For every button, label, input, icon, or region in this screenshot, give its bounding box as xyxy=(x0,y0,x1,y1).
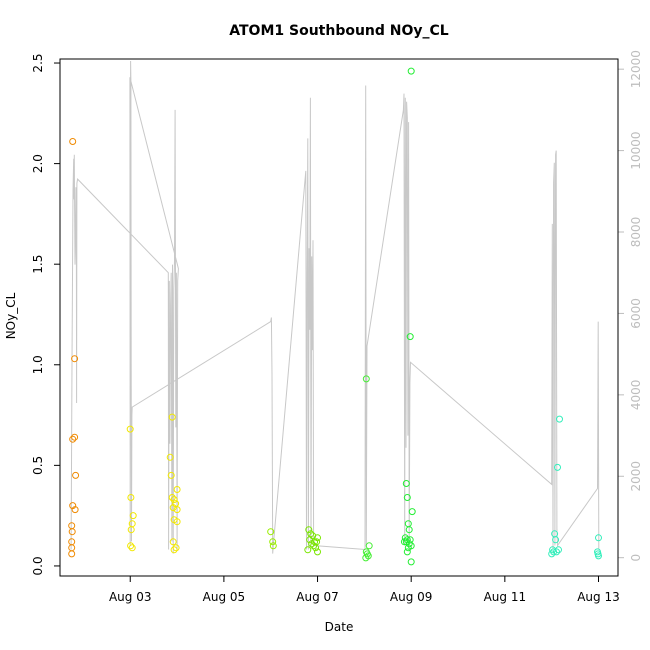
altitude-line xyxy=(70,60,600,554)
data-point xyxy=(168,413,176,421)
plot-frame xyxy=(59,58,619,577)
data-point xyxy=(362,554,370,562)
data-point xyxy=(71,355,79,363)
x-tick-label: Aug 09 xyxy=(390,590,433,604)
y2-tick-label: 2000 xyxy=(629,461,643,492)
data-point xyxy=(310,542,318,550)
data-point xyxy=(170,546,178,554)
data-point xyxy=(269,542,277,550)
data-point xyxy=(128,544,136,552)
data-point xyxy=(552,536,560,544)
data-point xyxy=(173,518,181,526)
y2-tick-label: 4000 xyxy=(629,380,643,411)
data-point xyxy=(269,538,277,546)
data-point xyxy=(555,546,562,554)
data-point xyxy=(72,471,80,479)
y2-tick-label: 6000 xyxy=(629,298,643,329)
data-point xyxy=(267,528,275,536)
data-point xyxy=(314,548,321,556)
data-point xyxy=(406,333,414,341)
data-point xyxy=(168,494,176,501)
data-point xyxy=(407,558,415,566)
data-point xyxy=(304,546,312,554)
data-point xyxy=(129,512,137,520)
data-point xyxy=(308,540,316,548)
data-point xyxy=(71,433,79,441)
x-tick-label: Aug 13 xyxy=(577,590,620,604)
data-point xyxy=(167,471,175,479)
data-point xyxy=(68,550,76,558)
y2-tick-label: 8000 xyxy=(629,217,643,248)
y-tick-label: 1.0 xyxy=(31,355,45,374)
data-point xyxy=(556,415,563,423)
y-tick-label: 2.5 xyxy=(31,53,45,72)
data-point xyxy=(402,480,410,487)
data-point xyxy=(407,67,415,75)
y-tick-label: 0.0 xyxy=(31,556,45,575)
data-point xyxy=(595,552,602,560)
data-point xyxy=(71,506,79,514)
axes: Aug 03 Aug 05 Aug 07 Aug 09 Aug 11 Aug 13 0.0 0… xyxy=(31,50,643,604)
data-point xyxy=(404,520,412,528)
data-point xyxy=(170,496,178,504)
y2-tick-label: 12000 xyxy=(629,50,643,88)
data-point xyxy=(403,494,411,501)
altitude-series xyxy=(70,60,600,554)
data-point xyxy=(172,544,180,552)
chart-title: ATOM1 Southbound NOy_CL xyxy=(229,23,449,39)
data-point xyxy=(405,526,413,534)
data-point xyxy=(169,504,177,512)
data-point xyxy=(305,526,313,534)
data-point xyxy=(405,540,413,548)
data-point xyxy=(127,542,135,550)
x-axis-label: Date xyxy=(325,620,354,634)
data-point xyxy=(68,538,76,546)
data-point xyxy=(68,528,76,536)
data-point xyxy=(69,435,77,443)
x-tick-label: Aug 07 xyxy=(296,590,339,604)
data-point xyxy=(365,542,373,550)
data-point xyxy=(408,508,416,516)
data-point xyxy=(169,538,177,546)
x-tick-label: Aug 11 xyxy=(484,590,527,604)
data-point xyxy=(173,486,181,493)
data-point xyxy=(404,544,412,552)
data-point xyxy=(595,534,602,542)
data-point xyxy=(554,463,561,471)
data-point xyxy=(166,453,174,461)
y2-tick-label: 0 xyxy=(629,554,643,562)
x-tick-label: Aug 05 xyxy=(203,590,246,604)
data-point xyxy=(553,548,560,556)
data-point xyxy=(69,138,77,145)
y-axis-label: NOy_CL xyxy=(4,292,18,339)
data-point xyxy=(173,506,181,514)
data-point xyxy=(127,526,135,534)
y-tick-label: 1.5 xyxy=(31,255,45,274)
noy-points xyxy=(68,67,602,566)
y2-tick-label: 10000 xyxy=(629,132,643,170)
data-point xyxy=(127,494,135,501)
data-point xyxy=(126,425,134,433)
data-point xyxy=(362,375,370,383)
data-point xyxy=(312,544,320,552)
x-tick-label: Aug 03 xyxy=(109,590,152,604)
y-tick-label: 2.0 xyxy=(31,154,45,173)
data-point xyxy=(68,544,76,552)
data-point xyxy=(403,548,411,556)
y-tick-label: 0.5 xyxy=(31,456,45,475)
